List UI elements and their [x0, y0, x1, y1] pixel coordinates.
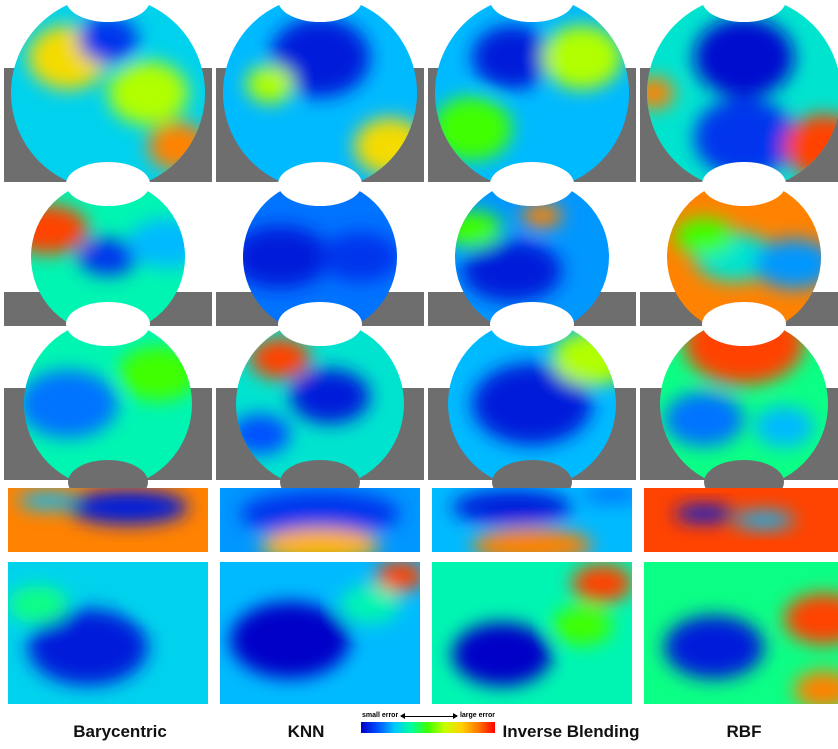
- error-map-r3-c3: [428, 302, 636, 504]
- top-notch: [278, 302, 362, 346]
- legend-double-arrow: [400, 713, 458, 719]
- error-map-r4-c2: [220, 488, 420, 552]
- error-map-r1-c4: [640, 0, 838, 206]
- error-color-legend: small error large error: [361, 712, 495, 742]
- error-map-r5-c2: [220, 562, 420, 704]
- error-map-r5-c3: [432, 562, 632, 704]
- error-map-r3-c2: [216, 302, 424, 504]
- column-label-inverse-blending: Inverse Blending: [502, 722, 640, 741]
- column-label-knn: KNN: [287, 722, 325, 741]
- error-map-r5-c1: [8, 562, 208, 704]
- top-notch: [278, 0, 362, 22]
- column-label-barycentric: Barycentric: [73, 722, 167, 741]
- top-notch: [490, 162, 574, 206]
- error-map-r4-c1: [8, 488, 208, 552]
- top-notch: [278, 162, 362, 206]
- column-label-rbf: RBF: [726, 722, 762, 741]
- top-notch: [702, 162, 786, 206]
- error-map-r4-c3: [432, 488, 632, 552]
- error-map-r4-c4: [644, 488, 838, 552]
- top-notch: [66, 162, 150, 206]
- top-notch: [66, 0, 150, 22]
- error-map-r3-c4: [640, 302, 838, 504]
- top-notch: [702, 302, 786, 346]
- error-map-r5-c4: [644, 562, 838, 704]
- error-map-r3-c1: [4, 302, 212, 504]
- error-map-r1-c1: [4, 0, 212, 206]
- legend-large-error-label: large error: [459, 712, 495, 719]
- top-notch: [490, 0, 574, 22]
- top-notch: [702, 0, 786, 22]
- top-notch: [66, 302, 150, 346]
- legend-small-error-label: small error: [362, 712, 399, 719]
- top-notch: [490, 302, 574, 346]
- legend-color-bar: [361, 722, 495, 733]
